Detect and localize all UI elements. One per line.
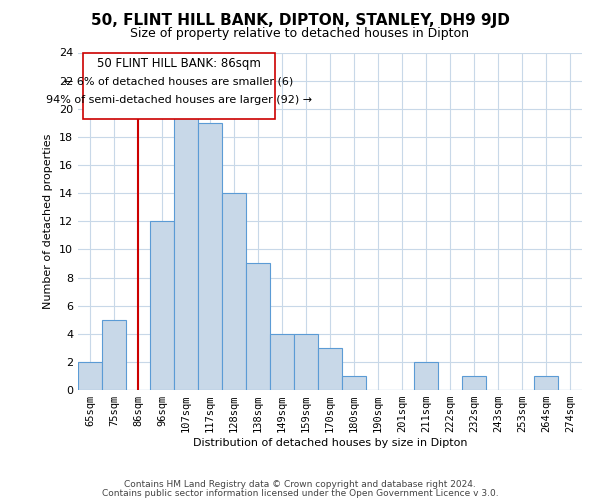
Bar xyxy=(294,334,318,390)
Bar xyxy=(174,109,198,390)
Bar xyxy=(246,264,270,390)
Bar xyxy=(102,320,126,390)
Text: Contains HM Land Registry data © Crown copyright and database right 2024.: Contains HM Land Registry data © Crown c… xyxy=(124,480,476,489)
Text: 50, FLINT HILL BANK, DIPTON, STANLEY, DH9 9JD: 50, FLINT HILL BANK, DIPTON, STANLEY, DH… xyxy=(91,12,509,28)
Bar xyxy=(342,376,366,390)
Bar xyxy=(414,362,438,390)
X-axis label: Distribution of detached houses by size in Dipton: Distribution of detached houses by size … xyxy=(193,438,467,448)
Bar xyxy=(462,376,486,390)
Bar xyxy=(78,362,102,390)
Bar xyxy=(150,221,174,390)
Text: 94% of semi-detached houses are larger (92) →: 94% of semi-detached houses are larger (… xyxy=(46,94,312,104)
Y-axis label: Number of detached properties: Number of detached properties xyxy=(43,134,53,309)
Bar xyxy=(83,52,275,118)
Bar xyxy=(534,376,558,390)
Text: ← 6% of detached houses are smaller (6): ← 6% of detached houses are smaller (6) xyxy=(64,76,293,86)
Bar xyxy=(318,348,342,390)
Bar xyxy=(270,334,294,390)
Bar xyxy=(198,123,222,390)
Text: 50 FLINT HILL BANK: 86sqm: 50 FLINT HILL BANK: 86sqm xyxy=(97,58,261,70)
Bar xyxy=(222,193,246,390)
Text: Contains public sector information licensed under the Open Government Licence v : Contains public sector information licen… xyxy=(101,488,499,498)
Text: Size of property relative to detached houses in Dipton: Size of property relative to detached ho… xyxy=(131,28,470,40)
